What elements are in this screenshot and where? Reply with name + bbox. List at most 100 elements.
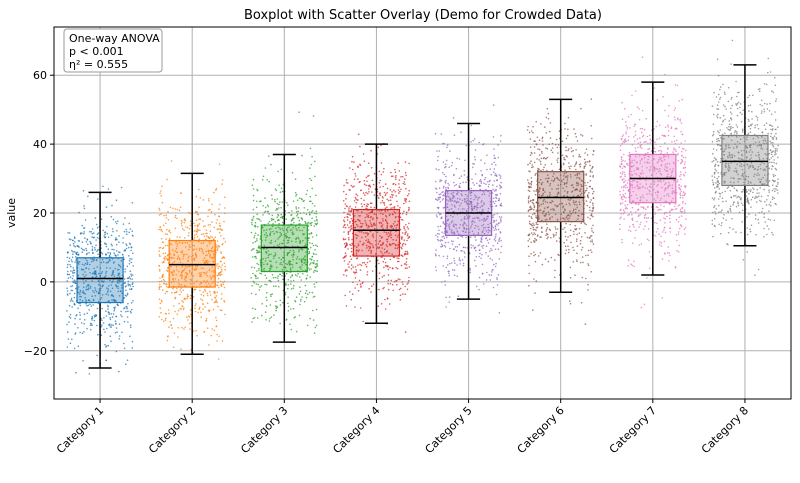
scatter-point	[646, 187, 649, 190]
scatter-point	[281, 275, 283, 277]
scatter-point	[172, 346, 175, 349]
scatter-point	[351, 207, 353, 210]
scatter-point	[638, 186, 640, 188]
scatter-point	[464, 246, 467, 249]
scatter-point	[71, 260, 73, 263]
scatter-point	[580, 188, 582, 190]
scatter-point	[197, 224, 199, 226]
scatter-point	[492, 104, 495, 106]
scatter-point	[500, 204, 503, 207]
scatter-point	[167, 266, 169, 269]
scatter-point	[466, 176, 469, 178]
scatter-point	[498, 237, 501, 239]
scatter-point	[643, 128, 646, 131]
scatter-point	[666, 215, 668, 218]
scatter-point	[257, 263, 260, 266]
scatter-point	[294, 178, 297, 180]
scatter-point	[130, 287, 133, 290]
scatter-point	[473, 233, 475, 235]
scatter-point	[300, 279, 303, 281]
scatter-point	[680, 130, 682, 133]
scatter-point	[566, 134, 569, 137]
scatter-point	[375, 253, 378, 255]
scatter-point	[643, 154, 645, 157]
scatter-point	[181, 270, 184, 273]
scatter-point	[289, 283, 292, 285]
scatter-point	[292, 253, 295, 256]
scatter-point	[474, 217, 476, 219]
scatter-point	[369, 242, 372, 245]
scatter-point	[196, 225, 199, 228]
scatter-point	[265, 319, 267, 321]
scatter-point	[529, 146, 532, 148]
scatter-point	[389, 258, 392, 261]
scatter-point	[527, 163, 529, 166]
scatter-point	[166, 228, 168, 231]
scatter-point	[393, 189, 395, 191]
scatter-point	[118, 241, 120, 243]
scatter-point	[527, 201, 530, 204]
scatter-point	[674, 119, 676, 121]
scatter-point	[101, 294, 104, 296]
scatter-point	[641, 131, 643, 134]
scatter-point	[657, 150, 660, 152]
scatter-point	[743, 171, 746, 174]
scatter-point	[741, 154, 744, 157]
scatter-point	[538, 210, 540, 212]
scatter-point	[368, 191, 370, 193]
scatter-point	[311, 262, 314, 264]
scatter-point	[260, 220, 262, 222]
scatter-point	[483, 203, 485, 205]
scatter-point	[619, 149, 622, 151]
scatter-point	[650, 256, 652, 258]
scatter-point	[387, 199, 390, 202]
scatter-point	[355, 234, 358, 236]
scatter-point	[259, 286, 261, 288]
scatter-point	[495, 197, 498, 200]
scatter-point	[97, 283, 100, 286]
scatter-point	[573, 165, 576, 167]
scatter-point	[192, 296, 195, 298]
scatter-point	[70, 265, 72, 268]
scatter-point	[538, 148, 541, 151]
scatter-point	[170, 265, 172, 268]
scatter-point	[531, 201, 534, 204]
scatter-point	[644, 141, 646, 143]
scatter-point	[286, 263, 289, 266]
scatter-point	[551, 142, 554, 145]
scatter-point	[654, 181, 656, 183]
scatter-point	[579, 242, 582, 245]
scatter-point	[672, 190, 674, 192]
scatter-point	[96, 233, 99, 236]
scatter-point	[366, 234, 369, 236]
scatter-point	[470, 244, 473, 246]
scatter-point	[638, 226, 640, 228]
scatter-point	[683, 209, 686, 211]
scatter-point	[355, 249, 358, 252]
scatter-point	[399, 278, 401, 281]
scatter-point	[123, 320, 126, 323]
scatter-point	[446, 203, 449, 205]
scatter-point	[363, 199, 365, 202]
scatter-point	[365, 244, 368, 247]
scatter-point	[292, 226, 294, 229]
scatter-point	[130, 249, 132, 252]
scatter-point	[265, 305, 268, 307]
scatter-point	[281, 190, 284, 193]
scatter-point	[217, 244, 220, 247]
scatter-point	[95, 259, 98, 261]
scatter-point	[589, 185, 591, 188]
scatter-point	[644, 225, 646, 227]
scatter-point	[221, 340, 224, 342]
scatter-point	[403, 202, 405, 205]
scatter-point	[343, 274, 345, 276]
scatter-point	[295, 208, 298, 210]
scatter-point	[499, 218, 502, 220]
scatter-point	[493, 202, 496, 205]
scatter-point	[478, 196, 481, 199]
scatter-point	[254, 221, 257, 224]
scatter-point	[635, 229, 637, 232]
scatter-point	[347, 248, 349, 250]
scatter-point	[647, 217, 650, 219]
scatter-point	[368, 184, 371, 186]
